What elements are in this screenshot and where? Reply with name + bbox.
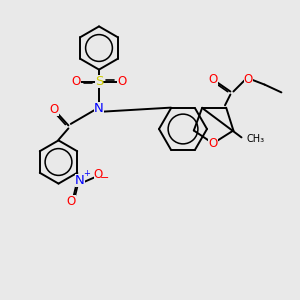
Text: N: N — [94, 102, 104, 115]
Text: O: O — [208, 137, 217, 150]
Text: O: O — [50, 103, 58, 116]
Text: O: O — [208, 73, 217, 86]
Text: N: N — [75, 174, 85, 187]
Text: O: O — [94, 167, 103, 181]
Text: S: S — [95, 75, 103, 88]
Text: O: O — [244, 73, 253, 86]
Text: +: + — [83, 169, 89, 178]
Text: CH₃: CH₃ — [247, 134, 265, 144]
Text: −: − — [100, 173, 109, 184]
Text: O: O — [117, 75, 126, 88]
Text: O: O — [72, 75, 81, 88]
Text: O: O — [67, 195, 76, 208]
